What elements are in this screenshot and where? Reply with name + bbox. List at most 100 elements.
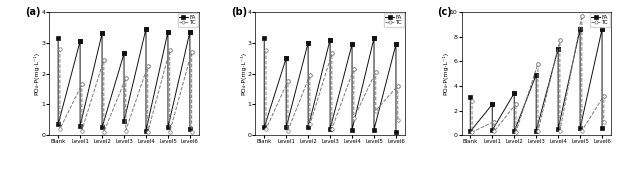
TC [578, 130, 586, 132]
FA [164, 126, 172, 128]
TC [78, 83, 86, 85]
FA [466, 130, 474, 132]
Line: FA: FA [468, 27, 604, 133]
FA [576, 28, 584, 30]
FA [304, 42, 312, 44]
TC [188, 51, 196, 53]
FA [120, 52, 128, 54]
FA [283, 126, 290, 128]
TC [122, 77, 130, 79]
FA [555, 48, 562, 50]
TC [534, 63, 542, 65]
TC [468, 100, 476, 102]
TC [284, 130, 292, 132]
FA [532, 74, 540, 76]
TC [600, 95, 608, 97]
Y-axis label: PO₄-P(mg·L⁻¹): PO₄-P(mg·L⁻¹) [34, 52, 40, 95]
Y-axis label: PO₄-P(mg·L⁻¹): PO₄-P(mg·L⁻¹) [240, 52, 246, 95]
FA [370, 129, 378, 131]
FA [54, 37, 62, 39]
FA [326, 39, 334, 41]
FA [349, 129, 356, 131]
FA [186, 31, 194, 33]
FA [349, 43, 356, 45]
TC [144, 65, 151, 67]
FA [186, 128, 194, 130]
TC [491, 121, 498, 123]
FA [510, 92, 518, 94]
TC [166, 131, 173, 133]
TC [306, 74, 313, 76]
FA [576, 28, 584, 30]
TC [350, 68, 357, 70]
TC [600, 121, 608, 123]
Legend: FA, TC: FA, TC [178, 13, 197, 27]
FA [392, 43, 400, 45]
TC [284, 80, 292, 82]
TC [556, 39, 563, 41]
FA [143, 130, 150, 132]
TC [188, 51, 196, 53]
TC [262, 49, 270, 51]
TC [394, 85, 402, 87]
FA [120, 52, 128, 54]
FA [510, 92, 518, 94]
TC [144, 65, 151, 67]
TC [556, 39, 563, 41]
FA [54, 123, 62, 125]
FA [283, 57, 290, 59]
FA [77, 125, 84, 127]
FA [283, 57, 290, 59]
TC [166, 49, 173, 51]
TC [556, 130, 563, 132]
TC [394, 85, 402, 87]
FA [164, 31, 172, 33]
TC [578, 15, 586, 17]
FA [326, 39, 334, 41]
TC [284, 80, 292, 82]
FA [164, 31, 172, 33]
FA [304, 126, 312, 128]
TC [78, 83, 86, 85]
TC [328, 52, 336, 54]
TC [262, 128, 270, 130]
FA [304, 42, 312, 44]
TC [372, 71, 379, 73]
TC [100, 59, 107, 61]
FA [576, 127, 584, 129]
TC [512, 131, 520, 133]
TC [122, 130, 130, 132]
Line: TC: TC [58, 47, 193, 134]
TC [350, 68, 357, 70]
FA [489, 103, 496, 105]
TC [122, 77, 130, 79]
TC [372, 110, 379, 112]
TC [394, 119, 402, 121]
FA [98, 32, 106, 34]
TC [56, 128, 64, 130]
Y-axis label: PO₄-P(mg·L⁻¹): PO₄-P(mg·L⁻¹) [442, 52, 448, 95]
TC [578, 15, 586, 17]
TC [188, 131, 196, 133]
TC [534, 63, 542, 65]
FA [349, 43, 356, 45]
TC [306, 123, 313, 125]
TC [491, 130, 498, 132]
FA [143, 28, 150, 30]
TC [468, 131, 476, 133]
TC [491, 121, 498, 123]
FA [532, 130, 540, 132]
FA [98, 126, 106, 128]
Legend: FA, TC: FA, TC [590, 13, 610, 27]
FA [392, 131, 400, 133]
FA [326, 128, 334, 130]
FA [598, 127, 606, 129]
TC [600, 95, 608, 97]
FA [260, 37, 268, 39]
TC [534, 130, 542, 132]
FA [555, 128, 562, 130]
TC [328, 128, 336, 130]
FA [489, 129, 496, 131]
FA [370, 37, 378, 39]
Text: (b): (b) [231, 7, 247, 17]
